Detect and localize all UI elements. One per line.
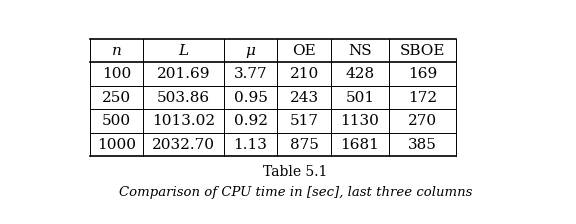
Text: 100: 100 [102, 67, 131, 81]
Text: 1000: 1000 [97, 138, 136, 151]
Text: OE: OE [292, 44, 316, 58]
Text: 1013.02: 1013.02 [152, 114, 215, 128]
Text: 875: 875 [290, 138, 319, 151]
Text: 517: 517 [290, 114, 319, 128]
Text: 0.95: 0.95 [234, 90, 267, 105]
Text: 1.13: 1.13 [234, 138, 267, 151]
Text: 3.77: 3.77 [234, 67, 267, 81]
Text: SBOE: SBOE [400, 44, 445, 58]
Text: 1681: 1681 [340, 138, 380, 151]
Text: L: L [179, 44, 189, 58]
Text: 385: 385 [408, 138, 437, 151]
Text: 250: 250 [102, 90, 131, 105]
Text: 201.69: 201.69 [157, 67, 210, 81]
Text: μ: μ [245, 44, 256, 58]
Text: 501: 501 [346, 90, 374, 105]
Text: 2032.70: 2032.70 [152, 138, 215, 151]
Text: 270: 270 [408, 114, 437, 128]
Text: 0.92: 0.92 [233, 114, 268, 128]
Text: 210: 210 [290, 67, 319, 81]
Text: Comparison of CPU time in [sec], last three columns: Comparison of CPU time in [sec], last th… [119, 185, 472, 198]
Text: 428: 428 [346, 67, 374, 81]
Text: 500: 500 [102, 114, 131, 128]
Text: n: n [112, 44, 122, 58]
Text: 169: 169 [408, 67, 437, 81]
Text: 172: 172 [408, 90, 437, 105]
Text: 1130: 1130 [340, 114, 380, 128]
Text: 503.86: 503.86 [157, 90, 210, 105]
Text: 243: 243 [290, 90, 319, 105]
Text: Table 5.1: Table 5.1 [263, 165, 327, 179]
Text: NS: NS [348, 44, 372, 58]
